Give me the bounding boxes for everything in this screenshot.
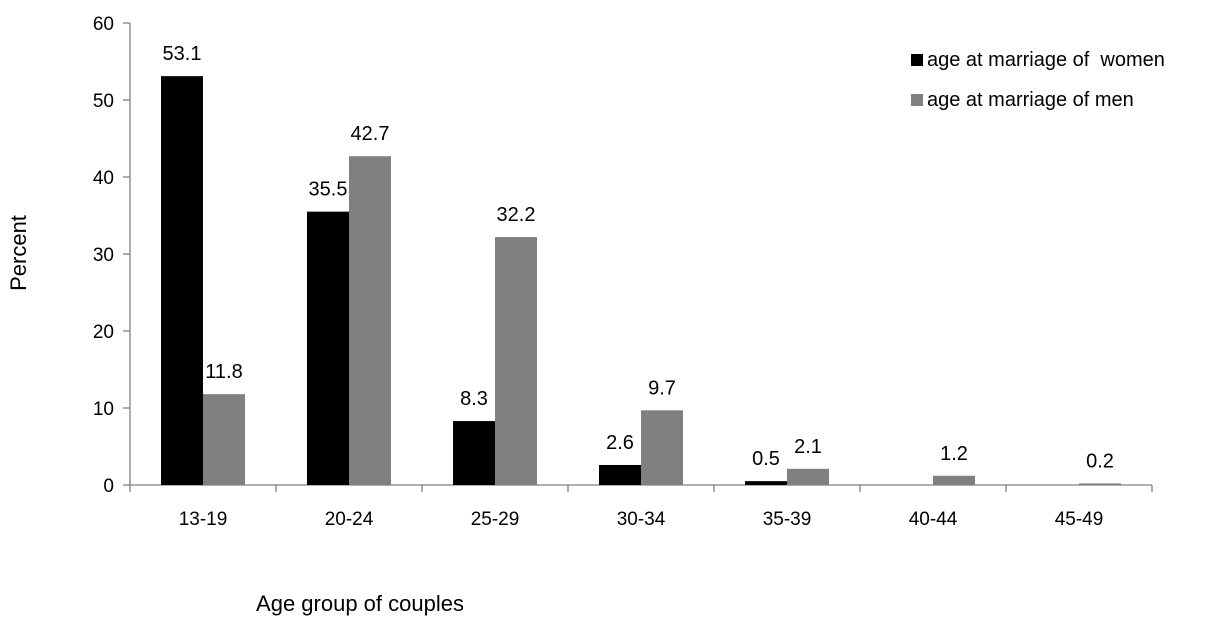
y-tick-label: 20 bbox=[93, 322, 114, 343]
data-label: 8.3 bbox=[460, 388, 488, 410]
data-labels: 53.1 35.5 8.3 2.6 0.5 11.8 42.7 32.2 9.7 2.1 1.2 0.… bbox=[163, 43, 1114, 472]
x-tick-label: 30-34 bbox=[617, 509, 666, 530]
y-tick-label: 10 bbox=[93, 399, 114, 420]
bar bbox=[203, 394, 245, 485]
bar bbox=[745, 481, 787, 485]
data-label: 0.2 bbox=[1086, 450, 1114, 472]
data-label: 32.2 bbox=[497, 204, 536, 226]
x-tick-label: 13-19 bbox=[179, 509, 228, 530]
x-tick-label: 25-29 bbox=[471, 509, 520, 530]
bar bbox=[599, 464, 641, 485]
legend-swatch bbox=[911, 94, 923, 106]
data-label: 42.7 bbox=[351, 123, 390, 145]
bar bbox=[641, 410, 683, 485]
axes: 0 10 20 30 40 50 60 13-19 20-24 25-29 30-34 35-39 40… bbox=[93, 14, 1153, 530]
y-tick-label: 0 bbox=[103, 476, 114, 497]
data-label: 2.1 bbox=[794, 436, 822, 458]
y-tick-label: 60 bbox=[93, 14, 114, 35]
legend-label: age at marriage of women bbox=[927, 49, 1165, 71]
y-axis-title: Percent bbox=[6, 215, 31, 291]
data-label: 35.5 bbox=[309, 179, 348, 201]
legend-label: age at marriage of men bbox=[927, 89, 1134, 111]
x-tick-label: 35-39 bbox=[763, 509, 812, 530]
bar bbox=[787, 468, 829, 485]
data-label: 2.6 bbox=[606, 432, 634, 454]
x-tick-label: 20-24 bbox=[325, 509, 374, 530]
bar bbox=[933, 475, 975, 485]
legend: age at marriage of women age at marriage … bbox=[911, 49, 1165, 111]
y-tick-label: 30 bbox=[93, 245, 114, 266]
bar bbox=[307, 211, 349, 485]
y-tick-label: 50 bbox=[93, 91, 114, 112]
x-tick-label: 45-49 bbox=[1055, 509, 1104, 530]
legend-swatch bbox=[911, 54, 923, 66]
bar bbox=[161, 76, 203, 485]
bar bbox=[1079, 483, 1121, 485]
data-label: 0.5 bbox=[752, 448, 780, 470]
y-tick-label: 40 bbox=[93, 168, 114, 189]
bar bbox=[349, 156, 391, 485]
data-label: 9.7 bbox=[648, 377, 676, 399]
bar bbox=[453, 421, 495, 485]
x-axis-title: Age group of couples bbox=[256, 591, 464, 616]
data-label: 11.8 bbox=[205, 361, 242, 383]
data-label: 1.2 bbox=[940, 443, 968, 465]
x-tick-label: 40-44 bbox=[909, 509, 958, 530]
bars bbox=[161, 76, 1121, 485]
bar bbox=[495, 237, 537, 485]
data-label: 53.1 bbox=[163, 43, 202, 65]
